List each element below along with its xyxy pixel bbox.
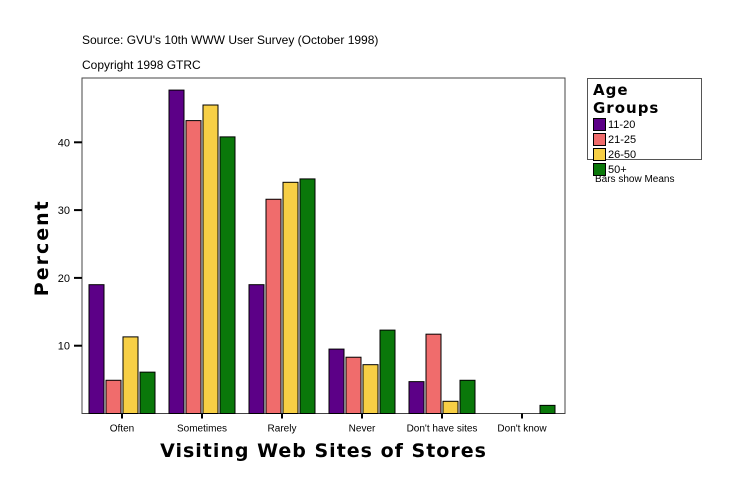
legend-swatch <box>593 163 606 176</box>
legend-label: 21-25 <box>608 133 637 146</box>
plot-area <box>81 77 566 414</box>
legend-item: 50+ <box>593 162 701 177</box>
bar-11-20-Often <box>88 284 105 414</box>
legend-item: 21-25 <box>593 132 701 147</box>
y-tick-label: 10 <box>58 341 70 353</box>
legend-swatch <box>593 133 606 146</box>
y-tick-label: 20 <box>58 273 70 285</box>
bar-26-50-Often <box>122 336 139 414</box>
legend: Age Groups 11-20 21-25 26-50 50+ <box>587 78 702 176</box>
bar-26-50-Sometimes <box>202 104 219 414</box>
x-tick-label: Don't have sites <box>407 424 478 435</box>
legend-label: 26-50 <box>608 148 637 161</box>
x-tick-label: Rarely <box>268 424 297 435</box>
copyright-text: Copyright 1998 GTRC <box>82 58 201 72</box>
x-tick-label: Often <box>110 424 134 435</box>
bar-26-50-Rarely <box>282 181 299 414</box>
bar-50+-Don't know <box>539 404 556 415</box>
legend-swatch <box>593 118 606 131</box>
y-tick-label: 40 <box>58 137 70 149</box>
x-tick-label: Never <box>349 424 376 435</box>
source-text: Source: GVU's 10th WWW User Survey (Octo… <box>82 33 379 47</box>
legend-swatch <box>593 148 606 161</box>
x-tick-label: Don't know <box>497 424 547 435</box>
bar-11-20-Sometimes <box>168 89 185 415</box>
bar-21-25-Sometimes <box>185 120 202 414</box>
x-axis-label: Visiting Web Sites of Stores <box>160 440 487 462</box>
y-axis-label: Percent <box>31 199 53 296</box>
bar-21-25-Don't have sites <box>425 333 442 415</box>
bar-26-50-Don't have sites <box>442 400 459 414</box>
bar-50+-Often <box>139 371 156 414</box>
bar-50+-Rarely <box>299 178 316 414</box>
bar-50+-Never <box>379 329 396 414</box>
bar-21-25-Never <box>345 356 362 415</box>
bar-50+-Sometimes <box>219 136 236 414</box>
bar-21-25-Often <box>105 379 122 415</box>
bar-11-20-Never <box>328 348 345 414</box>
bar-11-20-Don't have sites <box>408 381 425 415</box>
bar-11-20-Rarely <box>248 284 265 414</box>
legend-title: Age Groups <box>593 81 660 117</box>
x-tick-label: Sometimes <box>177 424 227 435</box>
legend-item: 11-20 <box>593 117 701 132</box>
legend-item: 26-50 <box>593 147 701 162</box>
bar-50+-Don't have sites <box>459 379 476 415</box>
bar-21-25-Rarely <box>265 198 282 414</box>
bar-26-50-Never <box>362 364 379 414</box>
legend-label: 50+ <box>608 163 627 176</box>
y-tick-label: 30 <box>58 205 70 217</box>
legend-label: 11-20 <box>608 118 636 131</box>
bars-note: Bars show Means <box>595 174 675 185</box>
